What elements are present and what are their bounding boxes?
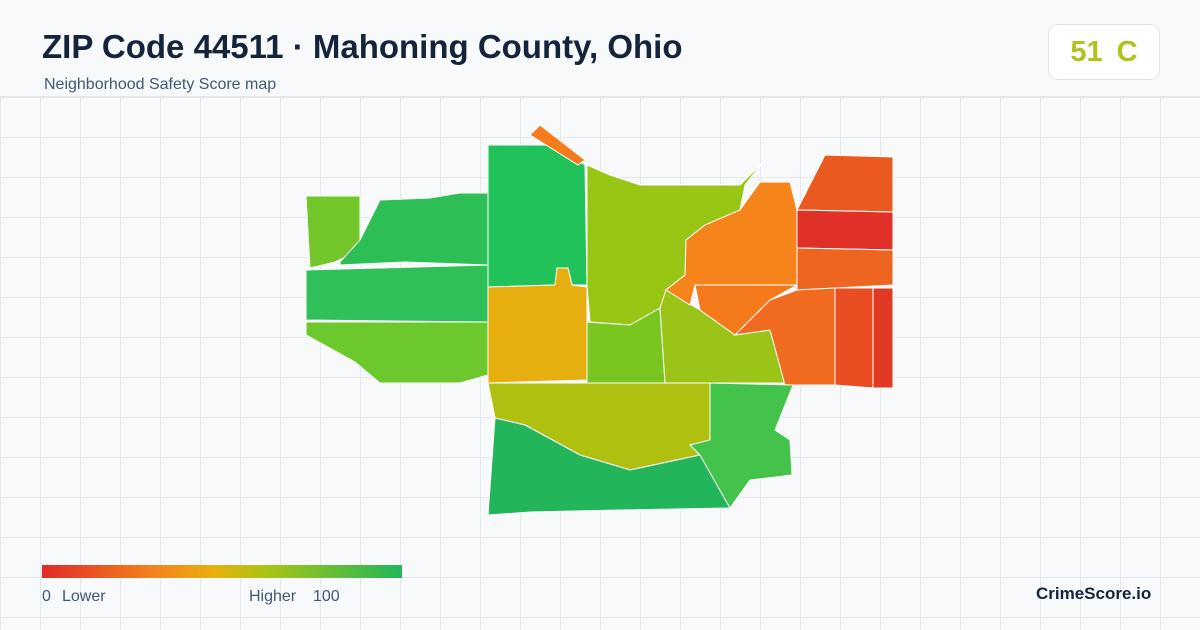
region (305, 264, 489, 323)
region (487, 144, 588, 288)
region (529, 124, 586, 166)
header (0, 0, 1200, 97)
legend-max-label: Higher (249, 588, 297, 605)
region (796, 154, 894, 213)
region (339, 192, 489, 266)
score-badge: 51 C (1048, 24, 1160, 80)
legend-min-label: Lower (62, 588, 106, 605)
score-grade: C (1116, 35, 1138, 68)
region (796, 247, 894, 291)
region (872, 287, 894, 389)
region (305, 321, 489, 384)
region (834, 287, 874, 389)
subtitle: Neighborhood Safety Score map (44, 76, 277, 93)
region (689, 382, 794, 509)
legend-gradient (42, 565, 402, 578)
region (796, 209, 894, 251)
legend-min: 0 (42, 588, 51, 605)
brand: CrimeScore.io (1036, 584, 1152, 603)
legend-max: 100 (313, 588, 340, 605)
region (487, 267, 588, 384)
score-value: 51 (1070, 35, 1103, 68)
title: ZIP Code 44511 · Mahoning County, Ohio (42, 28, 683, 65)
